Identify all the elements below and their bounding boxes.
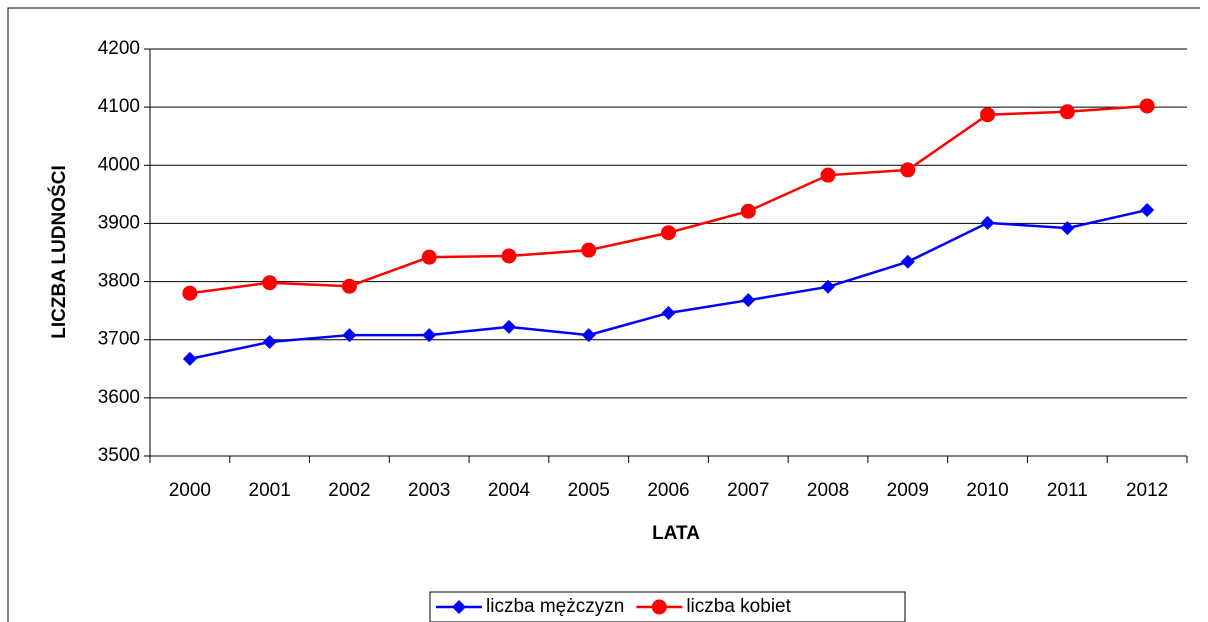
x-tick-label: 2010 — [966, 480, 1008, 501]
marker — [452, 600, 466, 614]
marker — [342, 328, 357, 343]
marker — [182, 285, 198, 301]
y-tick-label: 4000 — [98, 154, 140, 175]
marker — [740, 203, 756, 219]
x-tick-label: 2003 — [408, 480, 450, 501]
legend: liczba mężczyzn liczba kobiet — [429, 591, 906, 622]
marker — [421, 249, 437, 265]
x-tick-label: 2002 — [328, 480, 370, 501]
marker — [900, 162, 916, 178]
y-tick-label: 4200 — [98, 38, 140, 59]
marker — [651, 599, 667, 615]
marker — [182, 351, 197, 366]
chart-frame — [7, 7, 1200, 622]
marker — [581, 242, 597, 258]
y-tick-label: 3500 — [98, 445, 140, 466]
marker — [741, 293, 756, 308]
y-tick-label: 4100 — [98, 96, 140, 117]
marker — [900, 254, 915, 269]
x-tick-label: 2000 — [169, 480, 211, 501]
marker — [821, 279, 836, 294]
marker — [581, 328, 596, 343]
x-tick-label: 2008 — [807, 480, 849, 501]
y-axis-title: LICZBA LUDNOŚCI — [48, 165, 70, 338]
x-tick-label: 2011 — [1047, 480, 1088, 501]
x-axis-title: LATA — [652, 523, 700, 544]
x-tick-label: 2006 — [647, 480, 689, 501]
marker — [422, 328, 437, 343]
marker — [262, 275, 278, 291]
legend-label: liczba mężczyzn — [486, 596, 624, 617]
marker — [1140, 203, 1155, 218]
marker — [1059, 104, 1075, 120]
x-tick-label: 2012 — [1126, 480, 1168, 501]
y-tick-label: 3800 — [98, 271, 140, 292]
y-tick-label: 3600 — [98, 387, 140, 408]
marker — [262, 335, 277, 350]
x-tick-label: 2009 — [887, 480, 929, 501]
y-tick-label: 3700 — [98, 329, 140, 350]
marker — [501, 319, 516, 334]
marker — [1060, 221, 1075, 236]
marker — [980, 215, 995, 230]
x-tick-label: 2001 — [249, 480, 291, 501]
y-tick-label: 3900 — [98, 212, 140, 233]
marker — [341, 278, 357, 294]
marker — [820, 167, 836, 183]
marker — [661, 225, 676, 241]
x-tick-label: 2007 — [727, 480, 769, 501]
marker — [661, 305, 676, 320]
x-tick-label: 2005 — [568, 480, 610, 501]
marker — [980, 107, 996, 123]
series-line — [189, 104, 1148, 295]
marker — [501, 248, 517, 264]
legend-label: liczba kobiet — [686, 596, 791, 617]
x-tick-label: 2004 — [488, 480, 531, 501]
marker — [1139, 98, 1155, 114]
